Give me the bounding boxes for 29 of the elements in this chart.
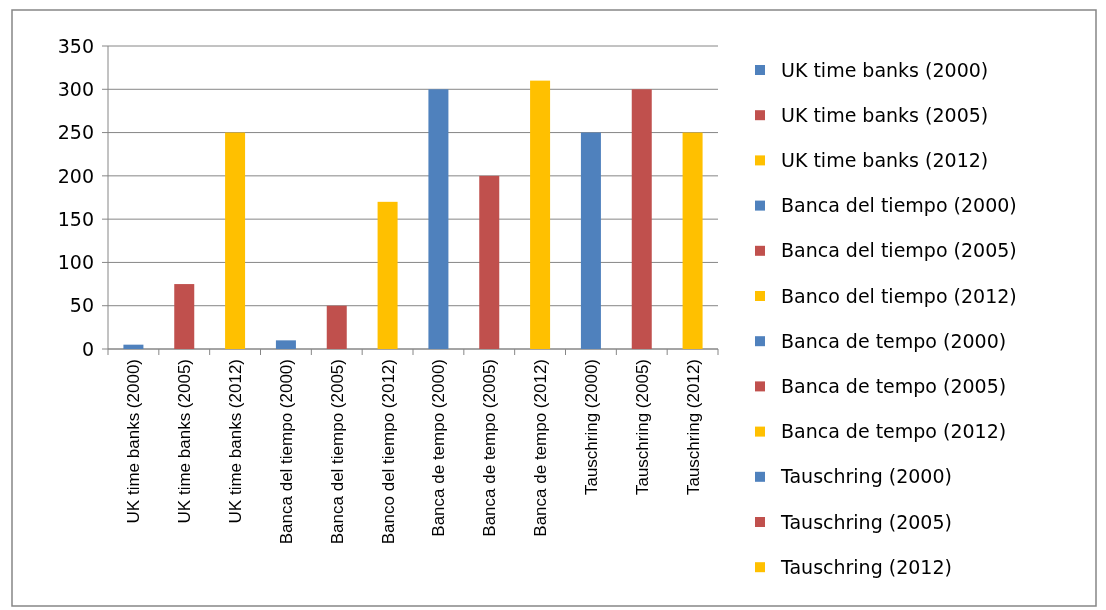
x-tick-label: UK time banks (2012) [226, 359, 246, 524]
x-tick-label: UK time banks (2000) [124, 359, 144, 524]
x-tick-label: Banca del tiempo (2005) [327, 359, 347, 545]
x-tick-label: UK time banks (2005) [175, 359, 195, 524]
legend-label: Banca de tempo (2005) [781, 375, 1007, 398]
y-tick-label: 0 [81, 337, 94, 360]
y-tick-label: 100 [57, 251, 94, 274]
legend-label: Tauschring (2012) [780, 555, 952, 578]
y-tick-label: 150 [57, 207, 94, 230]
x-tick-label: Tauschring (2012) [683, 359, 703, 496]
y-tick-label: 300 [57, 77, 94, 100]
y-tick-label: 350 [57, 34, 94, 57]
legend-label: Banca del tiempo (2000) [781, 194, 1017, 217]
x-tick-label: Tauschring (2000) [581, 359, 601, 496]
legend-label: UK time banks (2000) [781, 58, 989, 81]
y-tick-label: 200 [57, 164, 94, 187]
legend-label: UK time banks (2012) [781, 149, 989, 172]
x-tick-label: Banca de tempo (2012) [531, 359, 551, 537]
legend-label: Banco del tiempo (2012) [781, 284, 1017, 307]
legend-label: Banca del tiempo (2005) [781, 239, 1017, 262]
x-tick-label: Banca de tempo (2005) [480, 359, 500, 537]
legend-label: Banca de tempo (2000) [781, 329, 1007, 352]
x-tick-label: Banco del tiempo (2012) [378, 359, 398, 545]
x-tick-label: Banca del tiempo (2000) [276, 359, 296, 545]
legend-label: UK time banks (2005) [781, 103, 989, 126]
x-tick-label: Banca de tempo (2000) [429, 359, 449, 537]
y-tick-label: 50 [69, 294, 94, 317]
x-tick-label: Tauschring (2005) [632, 359, 652, 496]
y-tick-label: 250 [57, 121, 94, 144]
